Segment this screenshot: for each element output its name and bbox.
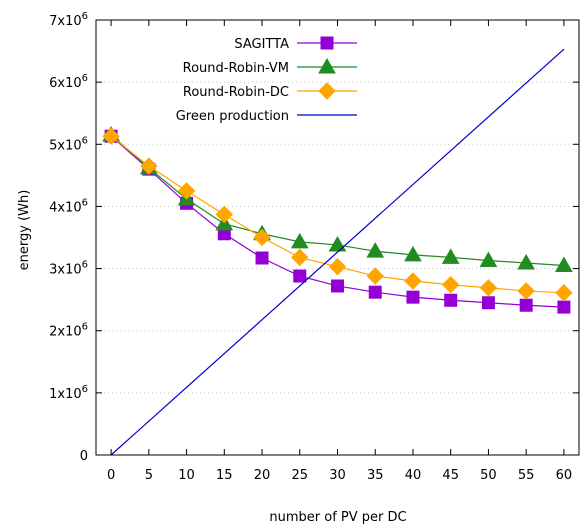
legend-item: Round-Robin-DC xyxy=(183,82,357,100)
x-tick-label: 0 xyxy=(107,468,115,483)
x-tick-label: 60 xyxy=(556,468,573,483)
y-tick-base: 4x10 xyxy=(49,200,82,215)
x-axis-title: number of PV per DC xyxy=(269,510,406,525)
legend-marker xyxy=(318,57,336,74)
legend-marker xyxy=(318,82,336,100)
data-point xyxy=(444,293,458,307)
y-tick-exponent: 6 xyxy=(82,322,88,333)
x-tick-label: 15 xyxy=(216,468,233,483)
data-point xyxy=(517,282,535,300)
y-tick-base: 3x10 xyxy=(49,263,82,278)
legend: SAGITTA Round-Robin-VM Round-Robin-DC Green… xyxy=(176,36,357,124)
data-point xyxy=(293,269,307,283)
y-tick-exponent: 6 xyxy=(82,135,88,146)
data-point xyxy=(366,242,385,258)
data-point xyxy=(404,272,422,290)
x-tick-label: 55 xyxy=(518,468,535,483)
x-tick-label: 5 xyxy=(145,468,153,483)
data-point xyxy=(557,300,571,314)
series-green-production xyxy=(110,48,565,456)
data-point xyxy=(328,235,347,252)
x-tick-label: 40 xyxy=(405,468,422,483)
data-point xyxy=(481,296,495,310)
data-point xyxy=(441,276,460,294)
y-tick-exponent: 6 xyxy=(82,73,88,84)
x-tick-label: 50 xyxy=(480,468,497,483)
y-tick-base: 1x10 xyxy=(49,387,82,402)
x-tick-label: 10 xyxy=(178,468,195,483)
y-tick-base: 2x10 xyxy=(49,325,82,340)
y-tick-exponent: 6 xyxy=(82,260,88,271)
x-tick-label: 35 xyxy=(367,468,384,483)
data-point xyxy=(366,267,384,285)
x-tick-label: 45 xyxy=(442,468,459,483)
y-tick-label: 7x106 xyxy=(49,11,88,29)
data-point xyxy=(404,245,422,262)
data-point xyxy=(479,251,498,267)
y-tick-exponent: 6 xyxy=(82,197,88,208)
series-sagitta xyxy=(104,129,571,314)
y-tick-label: 4x106 xyxy=(49,197,88,215)
legend-item: SAGITTA xyxy=(234,36,357,52)
legend-item: Green production xyxy=(176,109,357,124)
data-point xyxy=(253,228,271,247)
data-point xyxy=(215,205,234,224)
legend-label: Round-Robin-DC xyxy=(183,85,289,100)
x-tick-label: 30 xyxy=(329,468,346,483)
x-tick-label: 25 xyxy=(291,468,308,483)
data-point xyxy=(290,232,309,249)
data-point xyxy=(406,290,420,304)
series-layer xyxy=(102,48,573,456)
data-point xyxy=(102,127,120,145)
data-point xyxy=(519,298,533,312)
y-tick-label: 5x106 xyxy=(49,135,88,153)
y-tick-base: 6x10 xyxy=(49,76,82,91)
x-tick-label: 20 xyxy=(254,468,271,483)
y-tick-label: 2x106 xyxy=(49,322,88,340)
legend-label: SAGITTA xyxy=(234,37,289,52)
data-point xyxy=(441,248,460,264)
data-point xyxy=(479,279,498,297)
legend-label: Green production xyxy=(176,109,289,124)
y-tick-label: 0 xyxy=(80,449,88,464)
data-point xyxy=(368,285,382,299)
data-point xyxy=(291,248,309,267)
y-tick-base: 7x10 xyxy=(49,14,82,29)
y-tick-exponent: 6 xyxy=(82,11,88,22)
series-round-robin-dc xyxy=(102,127,573,302)
data-point xyxy=(328,258,347,276)
y-tick-label: 1x106 xyxy=(49,384,88,402)
y-tick-exponent: 6 xyxy=(82,384,88,395)
data-point xyxy=(331,279,344,293)
data-point xyxy=(517,253,536,270)
y-tick-label: 3x106 xyxy=(49,260,88,278)
series-round-robin-vm xyxy=(102,125,573,272)
series-line xyxy=(110,48,565,456)
data-point xyxy=(140,157,158,175)
legend-label: Round-Robin-VM xyxy=(183,61,289,76)
grid-layer xyxy=(96,81,579,394)
data-point xyxy=(255,251,269,265)
y-tick-base: 5x10 xyxy=(49,138,82,153)
legend-item: Round-Robin-VM xyxy=(183,57,357,76)
data-point xyxy=(555,256,573,272)
data-point xyxy=(555,284,573,302)
y-tick-label: 6x106 xyxy=(49,73,88,91)
data-point xyxy=(177,182,196,200)
y-axis-title: energy (Wh) xyxy=(17,190,32,271)
legend-marker xyxy=(320,36,334,50)
